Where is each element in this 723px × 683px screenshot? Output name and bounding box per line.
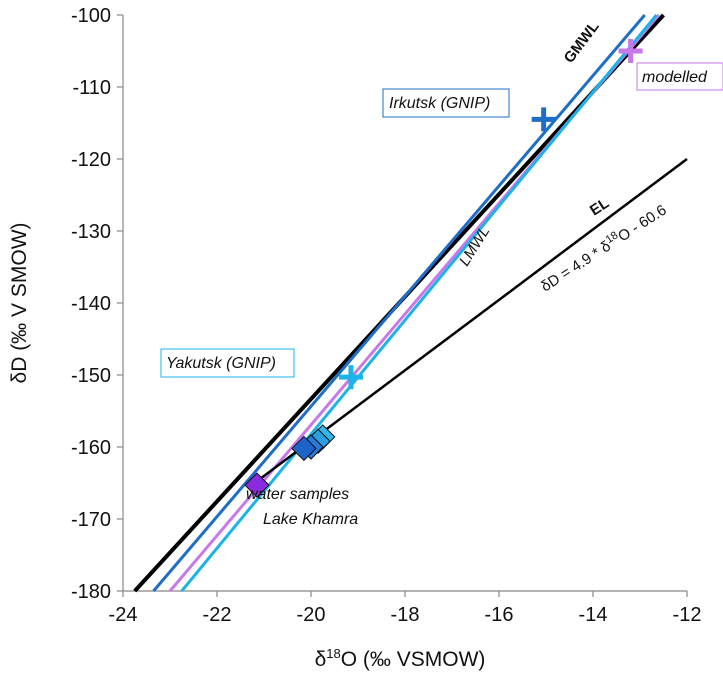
y-tick-label: -100 [71, 5, 111, 27]
modelled-label: modelled [642, 69, 708, 86]
x-tick-label: -18 [391, 604, 420, 626]
irkutsk-label: Irkutsk (GNIP) [389, 95, 490, 112]
y-tick-label: -160 [71, 437, 111, 459]
x-tick-label: -24 [109, 604, 138, 626]
x-tick-label: -14 [579, 604, 608, 626]
x-axis-title-sup: 18 [326, 646, 340, 661]
irkutsk-box [382, 88, 510, 118]
samples-label-line2: Lake Khamra [263, 511, 358, 528]
el-label: EL [587, 195, 612, 220]
series-line-1 [152, 14, 646, 592]
samples [244, 424, 336, 498]
yakutsk-label: Yakutsk (GNIP) [166, 355, 276, 372]
el-equation-pre: δD = 4.9 * δ [538, 238, 614, 296]
x-axis-title-rest: O (‰ VSMOW) [341, 648, 486, 671]
y-tick-label: -120 [71, 149, 111, 171]
sample-diamond [291, 435, 317, 462]
samples-label-line1: water samples [246, 486, 349, 503]
yakutsk-box [160, 348, 295, 378]
gmwl-label: GMWL [561, 18, 603, 66]
x-tick-label: -16 [485, 604, 514, 626]
modelled-box [636, 62, 723, 91]
x-axis-title-main: δ [315, 648, 327, 671]
y-tick-label: -140 [71, 293, 111, 315]
x-tick-label: -22 [203, 604, 232, 626]
markers [338, 39, 643, 390]
el-equation-sup: 18 [604, 229, 621, 246]
y-axis-title: δD (‰ V SMOW) [8, 222, 31, 383]
y-tick-label: -130 [71, 221, 111, 243]
sample-diamond [244, 472, 270, 498]
series-lines [133, 13, 688, 593]
x-axis-title: δ18O (‰ VSMOW) [315, 646, 486, 671]
y-tick-label: -170 [71, 509, 111, 531]
y-tick-label: -110 [72, 77, 111, 99]
y-tick-label: -180 [71, 581, 111, 603]
y-tick-label: -150 [71, 365, 111, 387]
x-tick-label: -20 [297, 604, 326, 626]
tick-labels: -180 -170 -160 -150 -140 -130 -120 -110 -100 -24 -… [71, 5, 701, 626]
series-line-lmwl [180, 14, 658, 592]
x-tick-label: -12 [673, 604, 702, 626]
